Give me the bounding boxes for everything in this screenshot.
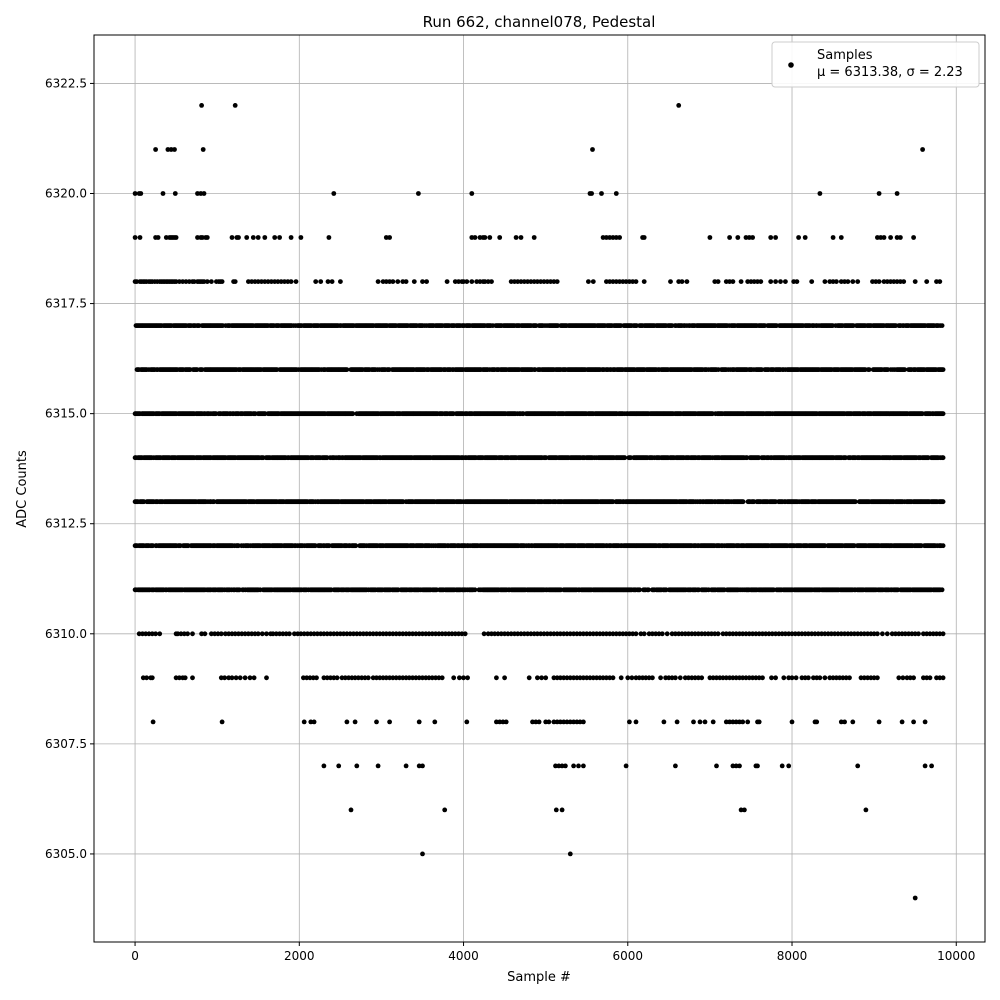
data-point (353, 543, 359, 549)
level-6312 (132, 543, 946, 549)
data-point (940, 455, 946, 461)
data-point (940, 543, 946, 549)
data-point (940, 499, 946, 505)
data-points (132, 103, 946, 901)
data-point (622, 455, 628, 461)
data-point (637, 587, 642, 593)
level-6315 (132, 411, 946, 417)
data-point (646, 587, 651, 593)
level-6313 (132, 499, 946, 505)
data-point (939, 587, 945, 593)
data-point (472, 587, 478, 593)
data-point (940, 367, 946, 372)
level-6314 (132, 455, 946, 461)
data-point (740, 499, 746, 505)
data-point (940, 411, 946, 417)
level-6316 (134, 367, 946, 372)
data-point (853, 499, 858, 505)
level-6311 (132, 587, 945, 593)
chart-title: Run 662, channel078, Pedestal (423, 13, 656, 31)
level-6317 (133, 323, 945, 328)
